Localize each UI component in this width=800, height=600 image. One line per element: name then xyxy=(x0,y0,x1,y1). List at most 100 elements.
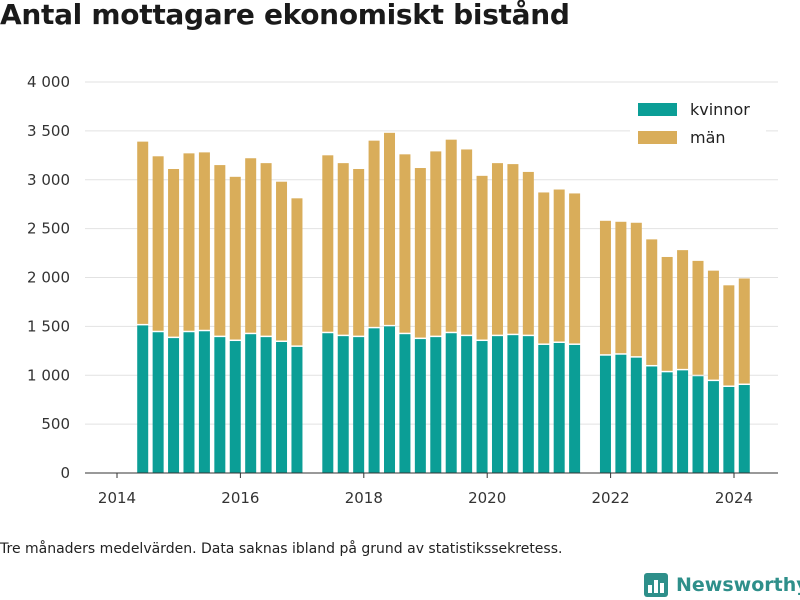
y-tick-label: 1 500 xyxy=(27,317,70,335)
bar-man xyxy=(198,152,210,330)
bar-man xyxy=(214,165,226,336)
bar-kvinnor xyxy=(260,337,272,473)
brand-name: Newsworthy xyxy=(676,574,800,596)
bar-kvinnor xyxy=(137,325,149,473)
bar-man xyxy=(723,285,735,386)
bar-kvinnor xyxy=(276,342,288,473)
bar-man xyxy=(692,260,704,375)
bar-man xyxy=(522,171,534,335)
bar-man xyxy=(630,222,642,357)
x-tick-label: 2020 xyxy=(468,489,506,507)
bar-man xyxy=(183,153,195,331)
chart-title: Antal mottagare ekonomiskt bistånd xyxy=(0,0,570,31)
bar-kvinnor xyxy=(322,333,334,473)
x-axis-ticks: 2014 2016 2018 2020 2022 2024 xyxy=(98,473,753,507)
bar-kvinnor xyxy=(553,342,565,473)
bar-kvinnor xyxy=(738,385,750,473)
y-axis-ticks: 0 500 1 000 1 500 2 000 2 500 3 000 3 500 4 000 xyxy=(27,73,70,482)
x-tick-label: 2024 xyxy=(715,489,753,507)
bar-kvinnor xyxy=(522,336,534,473)
bar-kvinnor xyxy=(183,332,195,473)
x-tick-label: 2018 xyxy=(345,489,383,507)
bar-kvinnor xyxy=(168,338,180,473)
bar-kvinnor xyxy=(368,328,380,473)
bar-kvinnor xyxy=(430,337,442,473)
bar-man xyxy=(276,181,288,341)
legend-swatch-kvinnor xyxy=(638,103,677,116)
bar-man xyxy=(491,163,503,335)
bar-man xyxy=(322,155,334,332)
bar-kvinnor xyxy=(476,341,488,473)
x-tick-label: 2014 xyxy=(98,489,136,507)
x-tick-label: 2016 xyxy=(221,489,259,507)
bar-man xyxy=(553,189,565,342)
bar-kvinnor xyxy=(337,336,349,473)
bar-kvinnor xyxy=(214,337,226,473)
bar-man xyxy=(229,176,241,340)
bar-man xyxy=(414,168,426,338)
bar-kvinnor xyxy=(507,335,519,473)
bar-kvinnor xyxy=(646,366,658,473)
y-tick-label: 500 xyxy=(41,415,70,433)
bar-man xyxy=(260,163,272,336)
bar-man xyxy=(445,139,457,332)
bar-man xyxy=(476,175,488,340)
bar-kvinnor xyxy=(723,386,735,473)
bar-man xyxy=(337,163,349,335)
bar-man xyxy=(461,149,473,335)
bar-kvinnor xyxy=(414,339,426,473)
bar-kvinnor xyxy=(445,333,457,473)
bar-kvinnor xyxy=(615,354,627,473)
legend-label-man: män xyxy=(690,128,726,147)
y-tick-label: 0 xyxy=(60,464,70,482)
bar-kvinnor xyxy=(229,341,241,473)
bar-man xyxy=(507,164,519,334)
bar-kvinnor xyxy=(569,344,581,473)
bar-man xyxy=(168,168,180,337)
legend-label-kvinnor: kvinnor xyxy=(690,100,750,119)
bar-kvinnor xyxy=(707,381,719,473)
bar-man xyxy=(399,154,411,333)
bar-man xyxy=(368,140,380,327)
bar-chart-logo-icon xyxy=(644,573,668,597)
bar-kvinnor xyxy=(353,337,365,473)
bar-man xyxy=(677,250,689,369)
bar-man xyxy=(646,239,658,365)
bar-kvinnor xyxy=(630,357,642,473)
bar-kvinnor xyxy=(198,331,210,473)
y-tick-label: 3 000 xyxy=(27,171,70,189)
bar-kvinnor xyxy=(692,376,704,473)
y-tick-label: 4 000 xyxy=(27,73,70,91)
bar-man xyxy=(738,278,750,384)
bar-man xyxy=(353,168,365,336)
newsworthy-logo[interactable]: Newsworthy xyxy=(644,570,800,600)
bar-kvinnor xyxy=(399,334,411,473)
bar-man xyxy=(615,221,627,354)
bar-man xyxy=(569,193,581,344)
bar-man xyxy=(137,141,149,324)
bar-man xyxy=(538,192,550,344)
bar-man xyxy=(152,156,164,331)
x-tick-label: 2022 xyxy=(592,489,630,507)
legend-swatch-man xyxy=(638,131,677,144)
bar-kvinnor xyxy=(384,326,396,473)
bar-kvinnor xyxy=(599,355,611,473)
y-tick-label: 2 000 xyxy=(27,269,70,287)
bar-man xyxy=(245,158,257,333)
y-tick-label: 3 500 xyxy=(27,122,70,140)
y-tick-label: 2 500 xyxy=(27,220,70,238)
legend: kvinnor män xyxy=(630,94,766,152)
bar-man xyxy=(707,270,719,380)
bar-kvinnor xyxy=(677,370,689,473)
bar-kvinnor xyxy=(152,332,164,473)
bar-man xyxy=(430,151,442,336)
bar-kvinnor xyxy=(538,344,550,473)
y-tick-label: 1 000 xyxy=(27,366,70,384)
bar-kvinnor xyxy=(461,336,473,473)
bar-man xyxy=(291,198,303,346)
bar-kvinnor xyxy=(661,372,673,473)
bar-kvinnor xyxy=(291,346,303,473)
bar-man xyxy=(661,256,673,371)
bar-kvinnor xyxy=(245,334,257,473)
